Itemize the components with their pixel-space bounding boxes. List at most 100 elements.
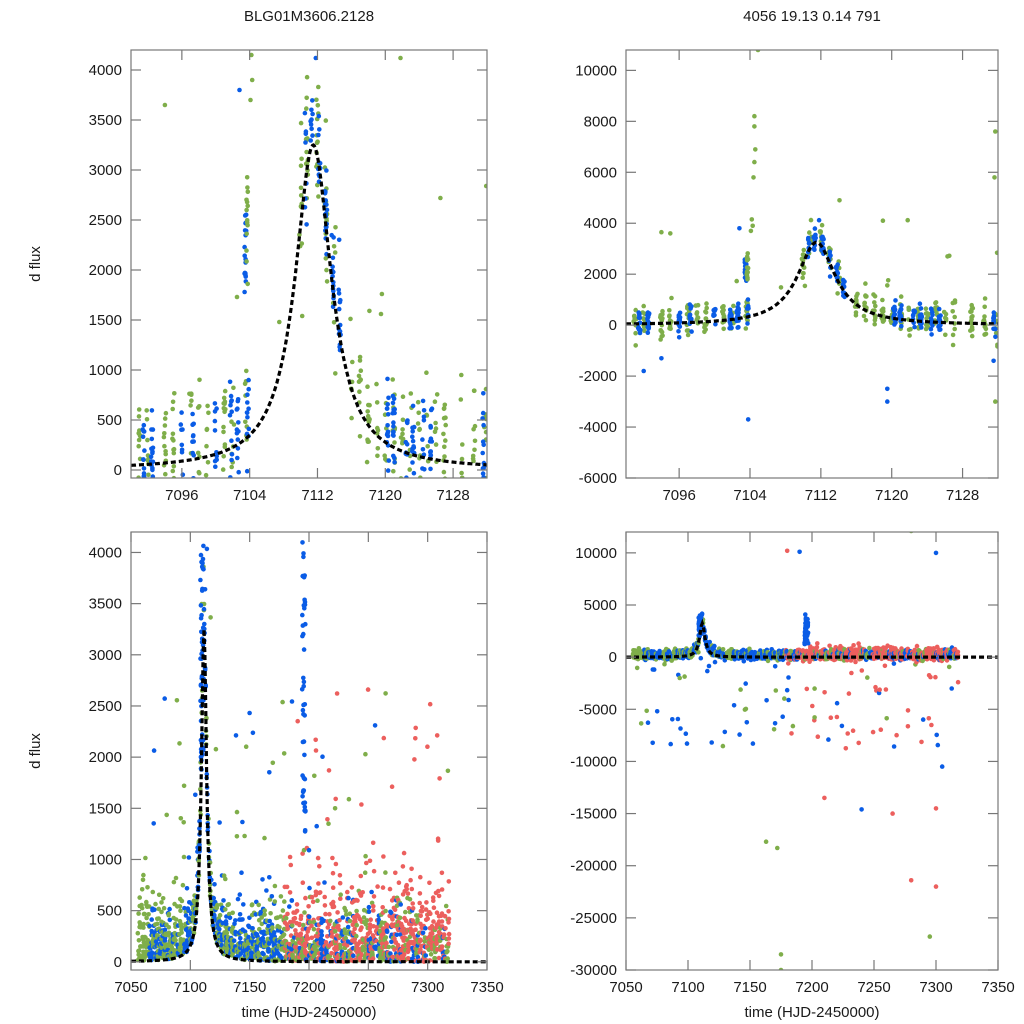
data-point-red: [425, 744, 430, 749]
data-point-red: [418, 874, 423, 880]
data-point-green: [364, 918, 370, 923]
data-point-blue: [346, 895, 351, 901]
data-point-blue: [316, 113, 322, 119]
data-point-blue: [421, 481, 426, 486]
data-point-green: [205, 403, 210, 409]
data-point-green: [270, 925, 275, 930]
data-point-green: [231, 422, 237, 427]
data-point-blue: [911, 308, 916, 314]
data-point-red: [883, 687, 889, 692]
data-point-green: [365, 413, 371, 419]
data-point-green: [367, 308, 372, 314]
data-point-red: [306, 904, 311, 909]
data-point-red: [446, 909, 451, 914]
data-point-blue: [228, 480, 233, 485]
data-point-blue: [646, 320, 652, 325]
data-point-red: [337, 873, 343, 878]
data-point-green: [272, 899, 278, 904]
data-point-blue: [149, 446, 154, 452]
data-point-green: [751, 175, 756, 180]
data-point-red: [859, 668, 865, 673]
data-point-green: [221, 454, 226, 459]
panel-bottom-right: 7050 7100 7150 7200 7250 7300 7350-30000-25000…: [570, 531, 1015, 996]
data-point-green: [994, 250, 998, 256]
data-point-blue: [223, 919, 229, 924]
data-point-blue: [394, 932, 400, 938]
x-tick-label: 7112: [805, 487, 837, 504]
data-point-red: [335, 910, 340, 915]
data-point-blue: [677, 319, 683, 325]
data-point-green: [297, 232, 302, 238]
y-tick-label: 3500: [89, 596, 122, 613]
data-point-green: [854, 298, 859, 304]
data-point-green: [418, 475, 423, 478]
data-point-blue: [302, 776, 308, 782]
data-point-blue: [423, 926, 428, 931]
data-point-blue: [938, 327, 943, 332]
data-point-blue: [197, 842, 202, 847]
data-point-blue: [238, 935, 243, 941]
data-point-blue: [243, 272, 248, 278]
data-point-red: [418, 913, 424, 919]
data-point-green: [262, 835, 267, 841]
data-point-blue: [420, 447, 426, 452]
data-point-blue: [481, 422, 486, 428]
data-point-green: [459, 456, 465, 462]
data-point-green: [365, 437, 370, 443]
data-point-green: [441, 405, 447, 411]
data-point-green: [290, 955, 296, 960]
data-point-green: [782, 696, 787, 701]
data-point-red: [822, 690, 827, 695]
data-point-red: [439, 911, 445, 916]
y-tick-label: -6000: [579, 470, 617, 487]
data-point-green: [298, 163, 304, 169]
data-point-green: [136, 437, 142, 443]
data-point-green: [195, 450, 201, 456]
data-point-blue: [306, 914, 312, 919]
data-point-green: [952, 326, 957, 332]
data-point-green: [721, 313, 727, 319]
data-point-green: [215, 902, 220, 908]
data-point-blue: [303, 131, 309, 137]
data-point-green: [415, 399, 421, 405]
data-point-blue: [898, 313, 904, 319]
data-point-blue: [712, 643, 717, 649]
data-point-red: [435, 838, 441, 843]
data-point-blue: [167, 906, 172, 912]
data-point-green: [400, 427, 405, 432]
data-point-blue: [386, 395, 391, 401]
data-point-green: [281, 932, 287, 937]
data-point-blue: [389, 939, 394, 945]
data-point-red: [393, 870, 398, 876]
data-point-blue: [744, 720, 750, 725]
data-point-red: [882, 663, 888, 669]
data-point-green: [259, 921, 265, 927]
data-point-blue: [812, 226, 818, 231]
data-point-green: [177, 904, 183, 909]
data-point-red: [403, 918, 409, 923]
data-point-blue: [167, 917, 173, 923]
data-point-green: [483, 429, 487, 435]
data-point-blue: [191, 421, 196, 427]
data-point-green: [162, 423, 168, 428]
data-point-blue: [428, 425, 434, 430]
y-tick-label: -2000: [579, 368, 617, 385]
data-point-blue: [480, 450, 486, 456]
data-point-blue: [936, 306, 942, 312]
data-point-green: [459, 470, 464, 476]
data-point-blue: [340, 915, 346, 920]
data-point-green: [217, 912, 223, 918]
data-point-green: [323, 118, 329, 123]
data-point-green: [745, 277, 750, 282]
data-point-green: [365, 384, 370, 390]
x-tick-label: 7128: [946, 487, 979, 504]
data-point-red: [389, 784, 395, 789]
data-point-blue: [198, 577, 203, 583]
data-point-green: [136, 407, 142, 412]
data-point-blue: [676, 335, 682, 340]
data-point-green: [943, 332, 948, 338]
data-point-green: [441, 415, 447, 421]
data-point-red: [364, 860, 369, 866]
data-point-blue: [198, 682, 204, 687]
data-point-green: [242, 381, 248, 387]
